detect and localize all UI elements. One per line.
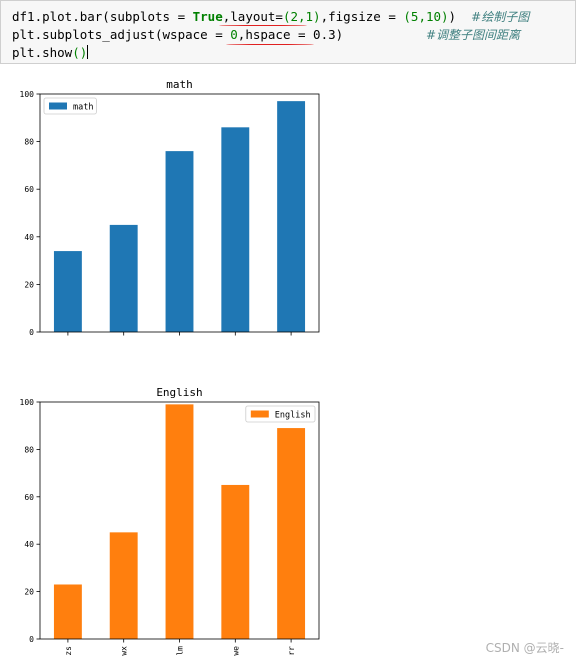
text-cursor — [87, 45, 89, 59]
code-line-3[interactable]: plt.show() — [12, 44, 89, 61]
chart-title: math — [166, 78, 193, 91]
code-text: ) — [335, 27, 344, 42]
bar-we — [221, 127, 250, 332]
bar-zs — [53, 251, 82, 332]
y-tick-label: 0 — [29, 635, 34, 644]
x-tick-label: rr — [287, 646, 296, 656]
code-text: df1.plot.bar(subplots = — [12, 9, 193, 24]
code-parens: () — [72, 45, 88, 60]
y-tick-label: 20 — [24, 280, 34, 289]
bar-wx — [109, 532, 138, 639]
chart-title: English — [156, 386, 202, 399]
code-layout-arg: layout= — [230, 9, 283, 24]
bar-wx — [109, 224, 138, 332]
watermark: CSDN @云晓- — [485, 641, 564, 655]
code-figsize-value: (5,10) — [403, 9, 449, 24]
y-tick-label: 0 — [29, 328, 34, 337]
y-tick-label: 60 — [24, 493, 34, 502]
legend-box — [245, 405, 316, 423]
legend-box — [43, 97, 97, 115]
y-tick-label: 40 — [24, 540, 34, 549]
code-text: , — [222, 9, 231, 24]
subplot-figure: math 0 20 40 60 80 100 math English 0 20 40 60 80 100 z… — [20, 78, 320, 656]
y-tick-label: 20 — [24, 588, 34, 597]
legend-label: math — [73, 103, 93, 113]
code-cell[interactable]: df1.plot.bar(subplots = True,layout=(2,1… — [0, 0, 576, 64]
y-tick-label: 40 — [24, 233, 34, 242]
y-tick-label: 100 — [20, 398, 35, 407]
x-tick-label: lm — [176, 646, 185, 656]
x-tick-label: we — [231, 646, 240, 656]
red-underline-hspace — [226, 44, 314, 45]
code-comment: #绘制子图 — [471, 10, 530, 24]
keyword-true: True — [192, 9, 223, 24]
y-tick-label: 100 — [20, 90, 35, 99]
legend-swatch — [250, 410, 269, 418]
code-text: plt.subplots_adjust(wspace = — [12, 27, 231, 42]
red-underline-layout — [219, 25, 307, 26]
bar-lm — [165, 151, 194, 332]
code-line-2[interactable]: plt.subplots_adjust(wspace = 0,hspace = … — [12, 26, 520, 44]
code-comment: #调整子图间距离 — [425, 28, 521, 42]
bar-zs — [53, 584, 82, 639]
code-text: , — [237, 27, 246, 42]
code-hspace-arg: hspace = 0.3 — [245, 27, 336, 42]
y-tick-label: 80 — [24, 138, 34, 147]
bar-we — [221, 484, 250, 639]
legend-label: English — [275, 411, 311, 421]
y-tick-label: 80 — [24, 445, 34, 454]
code-text: plt.show — [12, 45, 73, 60]
y-tick-label: 60 — [24, 185, 34, 194]
code-layout-value: (2,1) — [282, 9, 321, 24]
legend-swatch — [49, 102, 67, 110]
code-text: ,figsize = — [320, 9, 404, 24]
x-tick-label: zs — [64, 646, 73, 656]
code-text: ) — [448, 9, 457, 24]
code-wspace-value: 0 — [230, 27, 238, 42]
code-line-1[interactable]: df1.plot.bar(subplots = True,layout=(2,1… — [12, 8, 529, 26]
bar-rr — [277, 428, 306, 639]
x-tick-label: wx — [120, 646, 129, 656]
bar-lm — [165, 404, 194, 639]
bar-rr — [277, 101, 306, 332]
